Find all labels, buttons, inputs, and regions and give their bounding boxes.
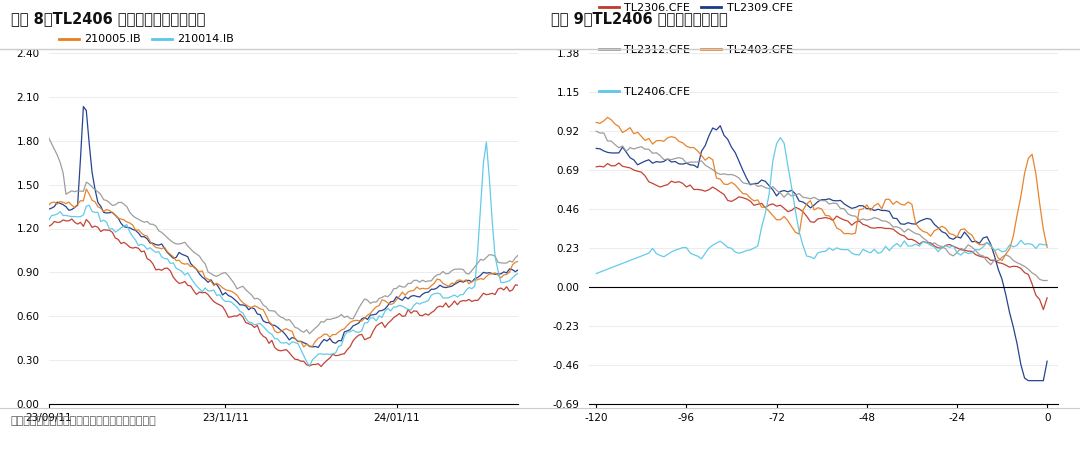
Text: 图表 9：TL2406 基差升至偏高水平: 图表 9：TL2406 基差升至偏高水平: [551, 11, 728, 27]
Legend: TL2406.CFE: TL2406.CFE: [594, 83, 694, 101]
Text: 数据来源：聚源，兴业证券经济与金融研究院整理: 数据来源：聚源，兴业证券经济与金融研究院整理: [11, 416, 157, 426]
Text: 图表 8：TL2406 活跃可交割券基差走势: 图表 8：TL2406 活跃可交割券基差走势: [11, 11, 205, 27]
Legend: 210005.IB, 210014.IB: 210005.IB, 210014.IB: [54, 30, 239, 49]
